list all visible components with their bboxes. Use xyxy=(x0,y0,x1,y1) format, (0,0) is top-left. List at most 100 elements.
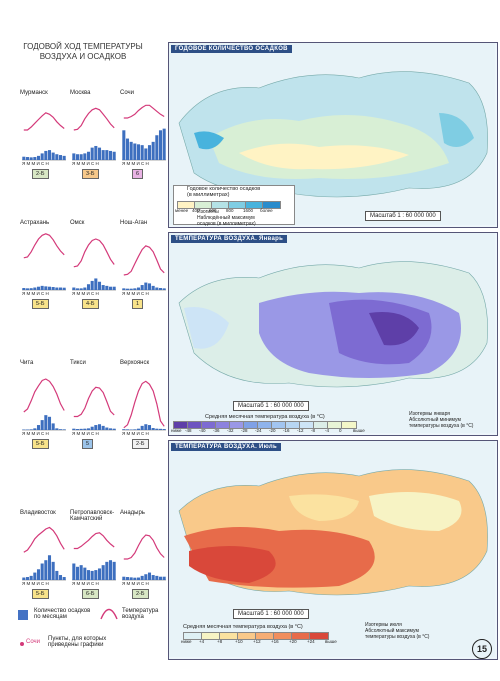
legend-tick-label: ниже xyxy=(181,639,192,644)
precip-bar xyxy=(94,145,98,160)
precip-bar xyxy=(158,576,163,580)
precip-bar xyxy=(136,577,141,580)
city-name: Астрахань xyxy=(20,220,50,226)
precip-bar xyxy=(79,288,83,290)
precip-bar xyxy=(25,288,30,290)
precip-bar xyxy=(105,561,109,580)
climate-chart: Тикси Я М М И С Н 5 xyxy=(68,340,138,449)
precip-bar xyxy=(75,566,80,580)
precip-bar xyxy=(36,155,41,160)
legend-tick-label: -12 xyxy=(297,428,304,433)
legend-precip-label: Количество осадков по месяцам xyxy=(34,608,91,620)
city-name: Анадырь xyxy=(120,510,145,516)
precip-bar xyxy=(133,143,137,160)
precip-bar xyxy=(55,428,59,430)
precip-bar xyxy=(144,282,148,290)
chart-plot xyxy=(22,112,66,161)
precip-bar xyxy=(108,428,113,430)
climate-chart: Владивосток Я М М И С Н 5-Б xyxy=(18,490,88,599)
precip-bar xyxy=(55,570,59,580)
legend-temp-icon xyxy=(100,608,118,620)
precip-bar xyxy=(58,155,63,160)
precip-bar xyxy=(62,577,66,580)
precip-bar xyxy=(79,154,83,160)
legend-tick-label: +16 xyxy=(271,639,279,644)
temperature-line xyxy=(123,534,165,560)
precip-bar xyxy=(90,147,94,160)
precip-bar xyxy=(25,577,30,580)
city-name: Петропавловск- Камчатский xyxy=(70,510,115,522)
precip-bar xyxy=(108,150,113,160)
legend-tick-label: -4 xyxy=(325,428,330,433)
precip-bar xyxy=(40,563,44,580)
precip-bar xyxy=(155,287,159,290)
precip-bar xyxy=(101,565,105,580)
precip-bar xyxy=(122,429,126,430)
precip-bar xyxy=(158,288,163,290)
chart-plot xyxy=(122,380,166,431)
map-jul-canvas xyxy=(169,441,495,657)
precip-bar xyxy=(144,574,148,580)
climate-chart: Петропавловск- Камчатский Я М М И С Н 6-Б xyxy=(68,490,138,599)
precip-bar xyxy=(97,424,102,430)
precip-bar xyxy=(83,153,87,160)
precip-bar xyxy=(105,150,109,160)
temperature-line xyxy=(123,104,165,119)
page-number: 15 xyxy=(472,639,492,659)
precip-bar xyxy=(133,288,137,290)
legend-tick-label: +20 xyxy=(289,639,297,644)
precip-bar xyxy=(136,287,141,290)
month-letters: Я М М И С Н xyxy=(122,581,149,586)
climate-chart: Верхоянск Я М М И С Н 2-Б xyxy=(118,340,188,449)
precip-bar xyxy=(22,156,26,160)
chart-plot xyxy=(72,386,116,431)
city-name: Москва xyxy=(70,90,91,96)
precip-bar xyxy=(158,428,163,430)
precip-bar xyxy=(147,283,152,290)
precip-bar xyxy=(72,563,76,580)
precip-bar xyxy=(133,429,137,430)
precip-bar xyxy=(40,285,44,290)
legend-tick-label: +4 xyxy=(199,639,205,644)
precip-bar xyxy=(147,425,152,430)
map-title: ГОДОВОЕ КОЛИЧЕСТВО ОСАДКОВ xyxy=(171,45,292,53)
precip-bar xyxy=(75,288,80,290)
legend-tick-label: выше xyxy=(353,428,365,433)
climate-chart: Сочи Я М М И С Н 6 xyxy=(118,70,188,179)
precip-bar xyxy=(136,144,141,160)
precip-bar xyxy=(62,155,66,160)
map-temperature-january: ТЕМПЕРАТУРА ВОЗДУХА. Январь Масштаб 1 : … xyxy=(168,232,498,436)
precip-bar xyxy=(140,575,144,580)
precip-bar xyxy=(90,570,94,580)
precip-bar xyxy=(147,145,152,160)
precip-bar xyxy=(83,428,87,430)
precip-bar xyxy=(36,569,41,580)
precip-bar xyxy=(29,288,33,290)
precip-bar xyxy=(155,135,159,160)
legend-tick-label: менее xyxy=(175,208,189,213)
precip-bar xyxy=(29,575,33,580)
precip-bar xyxy=(33,287,37,290)
legend-swatch xyxy=(262,201,281,209)
chart-plot xyxy=(72,238,116,291)
precip-bar xyxy=(112,286,116,290)
climate-zone-badge: 5-Б xyxy=(32,439,49,449)
legend-tick-label: 1600 xyxy=(243,208,254,213)
legend-tick-label: -24 xyxy=(255,428,262,433)
precip-bar xyxy=(40,420,44,430)
legend-tick-label: -16 xyxy=(283,428,290,433)
precip-bar xyxy=(22,288,26,290)
precip-bar xyxy=(105,427,109,430)
precip-bar xyxy=(29,157,33,160)
map-legend-title: Средняя месячная температура воздуха (в … xyxy=(205,414,325,420)
precip-bar xyxy=(79,428,83,430)
precip-bar xyxy=(47,286,52,290)
climate-zone-badge: 5-Б xyxy=(32,589,49,599)
precip-bar xyxy=(36,286,41,290)
precip-bar xyxy=(90,280,94,290)
precip-bar xyxy=(155,428,159,430)
temperature-line xyxy=(123,380,165,429)
precip-bar xyxy=(144,424,148,430)
precip-bar xyxy=(140,425,144,430)
precip-bar xyxy=(83,567,87,580)
